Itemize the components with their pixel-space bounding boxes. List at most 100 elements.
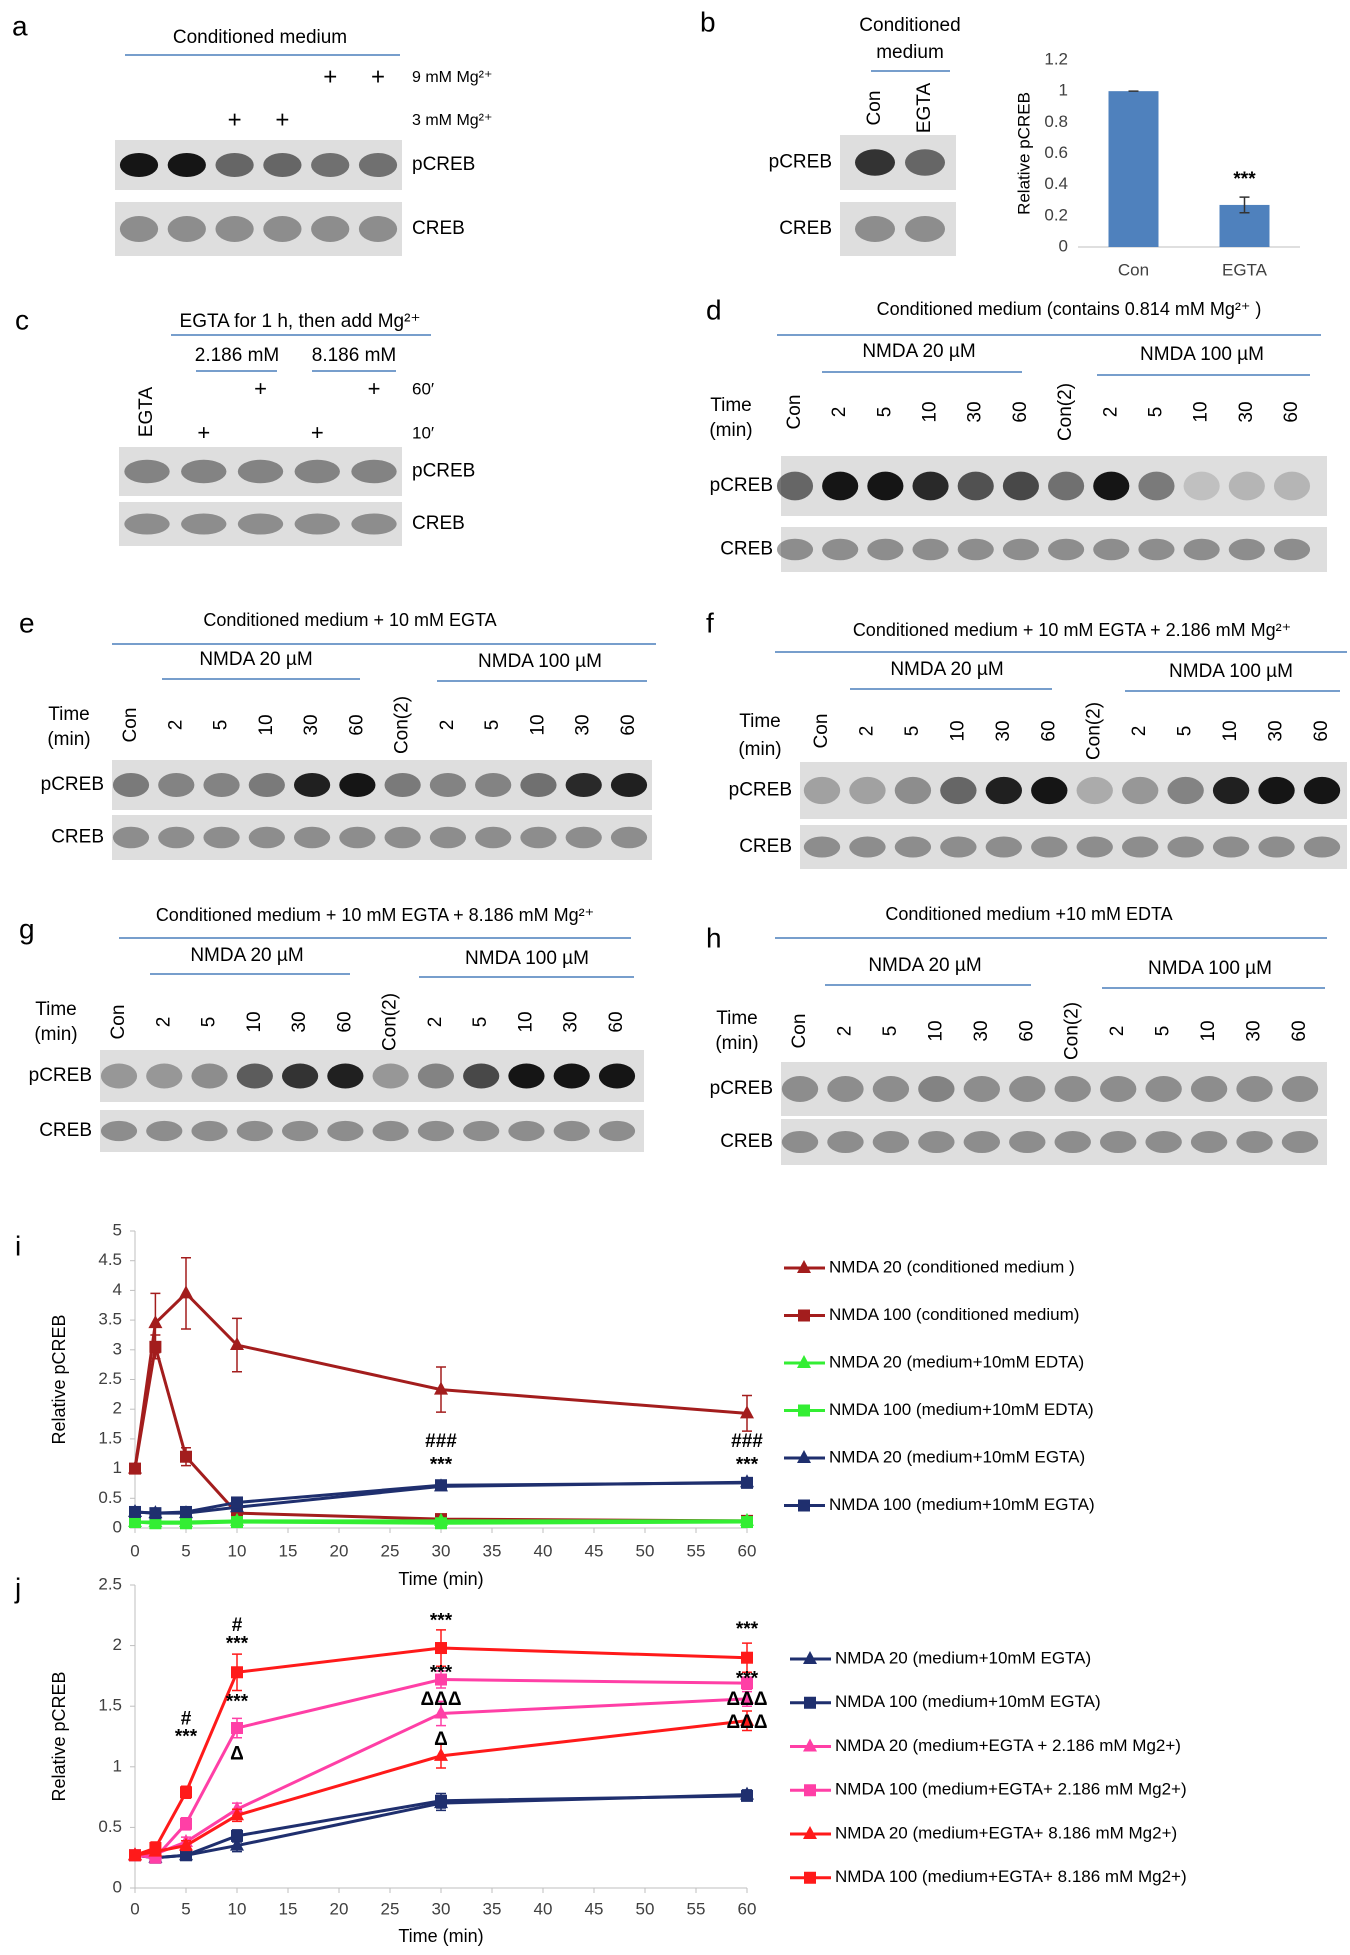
y-tick-label: 0: [113, 1877, 122, 1896]
blot-band: [119, 216, 159, 242]
marker: [180, 1505, 192, 1518]
time-label: (min): [34, 1024, 77, 1045]
blot-band: [1048, 538, 1085, 561]
blot-band: [311, 153, 350, 177]
marker: [180, 1450, 192, 1463]
annotation: ***: [430, 1455, 453, 1476]
lane-label: 2: [1100, 407, 1121, 418]
y-tick-label: 2.5: [98, 1369, 122, 1388]
blot-band: [339, 773, 376, 797]
y-tick-label: 0.5: [98, 1488, 122, 1507]
legend-marker: [798, 1309, 810, 1322]
lane-label: 2: [425, 1017, 446, 1028]
lane-label: EGTA: [136, 387, 157, 438]
blot-strip: [840, 202, 956, 256]
time-label: Time: [710, 395, 752, 416]
blot-band: [520, 773, 557, 797]
lane-label: 2: [834, 1026, 855, 1037]
blot-band: [803, 836, 841, 858]
annotation: ***: [736, 1619, 759, 1640]
lane-label: 30: [1244, 1020, 1265, 1041]
band-label: pCREB: [769, 152, 832, 173]
blot-band: [1100, 1076, 1137, 1102]
y-tick-label: 0: [113, 1517, 122, 1536]
blot-band: [1236, 1076, 1273, 1102]
blot-band: [1281, 1130, 1319, 1154]
band-label: CREB: [51, 827, 104, 848]
y-tick-label: 2.5: [98, 1574, 122, 1593]
time-label: Time: [35, 999, 77, 1020]
lane-label: Con(2): [1055, 383, 1076, 441]
marker: [129, 1462, 141, 1475]
panel-letter: b: [700, 6, 716, 37]
blot-band: [855, 216, 895, 242]
y-tick-label: 0.4: [1044, 174, 1068, 193]
blot-band: [293, 826, 331, 849]
blot-band: [463, 1063, 500, 1089]
blot-band: [912, 471, 949, 501]
group-label: 8.186 mM: [312, 345, 396, 366]
y-tick-label: 0.8: [1044, 112, 1068, 131]
blot-band: [610, 773, 648, 797]
blot-band: [203, 773, 240, 797]
treatment-mark: +: [311, 420, 324, 445]
blot-band: [1009, 1076, 1046, 1102]
y-tick-label: 1.5: [98, 1696, 122, 1715]
panel-title: medium: [876, 42, 944, 63]
blot-band: [429, 773, 467, 797]
blot-strip: [781, 1119, 1327, 1165]
annotation: ***: [1233, 169, 1256, 190]
treatment-mark: +: [228, 106, 242, 133]
y-tick-label: 1.2: [1044, 49, 1068, 68]
blot-band: [327, 1120, 364, 1142]
x-tick-label: 60: [738, 1899, 757, 1918]
annotation: #: [232, 1615, 243, 1636]
blot-band: [1167, 776, 1204, 805]
lane-label: Con: [864, 91, 885, 126]
marker: [148, 1315, 163, 1329]
blot-band: [610, 826, 648, 849]
legend-marker: [797, 1260, 811, 1273]
blot-band: [1145, 1130, 1182, 1154]
y-tick-label: 0: [1059, 236, 1068, 255]
y-tick-label: 3: [113, 1339, 122, 1358]
blot-band: [803, 776, 841, 805]
blot-strip: [112, 760, 652, 810]
blot-band: [429, 826, 467, 849]
time-label: Time: [716, 1008, 758, 1029]
annotation: ###: [731, 1431, 763, 1452]
blot-band: [1183, 471, 1220, 501]
lane-label: 5: [1153, 1026, 1174, 1037]
lane-label: Con: [789, 1014, 810, 1049]
marker: [149, 1517, 162, 1530]
panel-letter: h: [706, 922, 722, 953]
legend-marker: [798, 1404, 810, 1417]
blot-band: [167, 216, 206, 242]
marker: [740, 1690, 754, 1704]
lane-label: 10: [1198, 1020, 1219, 1041]
blot-band: [1303, 776, 1341, 805]
blot-band: [158, 773, 195, 797]
lane-label: Con: [784, 395, 805, 430]
blot-band: [237, 513, 284, 535]
marker: [149, 1340, 162, 1353]
lane-label: Con(2): [1062, 1002, 1083, 1060]
x-tick-label: EGTA: [1222, 260, 1268, 279]
blot-band: [146, 1120, 183, 1142]
lane-label: 2: [165, 720, 186, 731]
x-tick-label: 50: [636, 1541, 655, 1560]
x-tick-label: 20: [330, 1541, 349, 1560]
lane-label: 60: [346, 714, 367, 735]
group-label: NMDA 100 µM: [1140, 344, 1264, 365]
lane-label: 60: [1289, 1020, 1310, 1041]
y-tick-label: 4: [113, 1280, 122, 1299]
legend-marker: [803, 1738, 817, 1752]
blot-strip: [115, 202, 402, 256]
blot-band: [1048, 471, 1085, 501]
blot-band: [1076, 836, 1113, 858]
blot-band: [1190, 1130, 1228, 1154]
panel-letter: f: [706, 607, 714, 638]
panel-title: Conditioned medium +10 mM EDTA: [885, 904, 1172, 924]
x-axis-title: Time (min): [398, 1926, 483, 1946]
time-label: (min): [738, 739, 781, 760]
